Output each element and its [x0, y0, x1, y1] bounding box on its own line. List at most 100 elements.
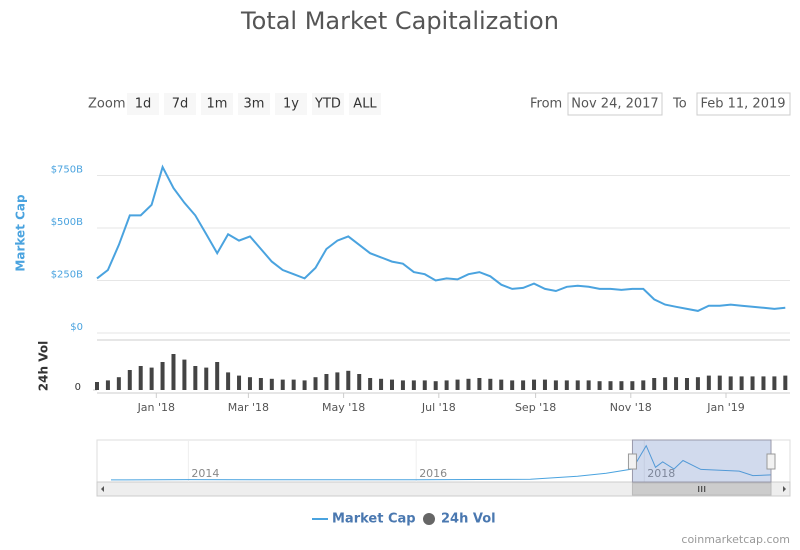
navigator-tick-label: 2014	[191, 467, 219, 480]
volume-bar	[739, 376, 744, 390]
zoom-button-label[interactable]: 1y	[283, 97, 299, 112]
volume-bar	[663, 377, 668, 390]
volume-bar	[717, 375, 722, 390]
zoom-button[interactable]	[127, 93, 159, 115]
navigator[interactable]	[96, 439, 791, 483]
volume-bar	[553, 380, 558, 390]
volume-bar	[368, 378, 373, 390]
zoom-button[interactable]	[164, 93, 196, 115]
x-tick-label: Jul '18	[421, 401, 456, 414]
scrollbar[interactable]	[96, 481, 791, 497]
volume-bar	[564, 380, 569, 390]
zoom-button-label[interactable]: 3m	[244, 97, 265, 112]
volume-bar	[171, 354, 176, 390]
volume-bar	[619, 381, 624, 390]
x-tick-label: Mar '18	[228, 401, 269, 414]
volume-bar	[455, 379, 460, 390]
y-tick-label: $750B	[51, 165, 83, 176]
legend-label[interactable]: Market Cap	[332, 512, 416, 527]
volume-bar	[127, 370, 132, 390]
to-input[interactable]	[696, 92, 791, 116]
zoom-label: Zoom	[88, 97, 125, 112]
zoom-button[interactable]	[312, 93, 344, 115]
volume-bar	[684, 378, 689, 390]
navigator-handle[interactable]	[627, 453, 637, 470]
y-tick-label: $250B	[51, 270, 83, 281]
zoom-button-label[interactable]: 1m	[207, 97, 228, 112]
volume-bar	[389, 379, 394, 390]
volume-bar	[269, 378, 274, 390]
legend-marker[interactable]	[423, 513, 435, 525]
volume-bar	[542, 379, 547, 390]
from-value[interactable]: Nov 24, 2017	[571, 97, 658, 112]
volume-bar	[641, 380, 646, 390]
volume-bar	[783, 375, 788, 390]
volume-bar	[597, 381, 602, 390]
volume-bar	[247, 377, 252, 390]
volume-bar	[258, 378, 263, 390]
credit: coinmarketcap.com	[681, 533, 790, 546]
volume-bar	[116, 377, 121, 390]
volume-bar	[586, 380, 591, 390]
y-tick-label: $500B	[51, 217, 83, 228]
y-axis-label: Market Cap	[14, 194, 28, 272]
volume-bar	[149, 367, 154, 390]
navigator-tick-label: 2016	[419, 467, 447, 480]
volume-bar	[215, 362, 220, 390]
volume-bar	[532, 379, 537, 390]
zoom-button[interactable]	[201, 93, 233, 115]
volume-bar	[291, 379, 296, 390]
to-label: To	[672, 97, 687, 112]
zoom-button-label[interactable]: 7d	[172, 97, 189, 112]
y2-axis-label: 24h Vol	[37, 341, 51, 391]
scroll-left-arrow[interactable]	[101, 486, 104, 492]
navigator-tick-label: 2018	[647, 467, 675, 480]
volume-bar	[237, 375, 242, 390]
volume-bar	[444, 380, 449, 390]
volume-bar	[105, 380, 110, 390]
volume-bar	[324, 374, 329, 390]
volume-bar	[510, 380, 515, 390]
x-tick-label: May '18	[322, 401, 365, 414]
volume-bar	[411, 380, 416, 390]
volume-bar	[138, 366, 143, 390]
volume-bar	[695, 377, 700, 390]
legend-label[interactable]: 24h Vol	[441, 512, 496, 527]
volume-bar	[630, 381, 635, 390]
x-tick-label: Nov '18	[610, 401, 652, 414]
volume-bar	[357, 374, 362, 390]
from-label: From	[530, 97, 562, 112]
navigator-selection[interactable]	[631, 439, 772, 483]
volume-bar	[379, 378, 384, 390]
volume-bar	[521, 380, 526, 390]
zoom-button[interactable]	[238, 93, 270, 115]
volume-bar	[706, 375, 711, 390]
volume-bar	[652, 378, 657, 390]
from-input[interactable]	[567, 92, 663, 116]
volume-bar	[750, 376, 755, 390]
x-tick-label: Sep '18	[515, 401, 556, 414]
zoom-button-label[interactable]: YTD	[314, 97, 341, 112]
volume-bar	[335, 372, 340, 390]
volume-bar	[226, 372, 231, 390]
volume-bar	[182, 359, 187, 390]
to-value[interactable]: Feb 11, 2019	[700, 97, 785, 112]
navigator-handle[interactable]	[766, 453, 776, 470]
volume-bar	[608, 381, 613, 390]
volume-bar	[477, 378, 482, 390]
zoom-button[interactable]	[275, 93, 307, 115]
zoom-button[interactable]	[349, 93, 381, 115]
volume-bar	[95, 382, 99, 390]
volume-bar	[761, 376, 766, 390]
scroll-right-arrow[interactable]	[783, 486, 786, 492]
volume-bar	[466, 378, 471, 390]
zoom-button-label[interactable]: ALL	[353, 97, 377, 112]
volume-bar	[160, 362, 165, 390]
market-cap-line	[96, 164, 786, 312]
y2-tick-label: 0	[75, 382, 81, 393]
volume-bar	[302, 380, 307, 390]
navigator-line	[110, 444, 772, 481]
zoom-button-label[interactable]: 1d	[135, 97, 152, 112]
scrollbar-grip[interactable]	[698, 486, 706, 492]
